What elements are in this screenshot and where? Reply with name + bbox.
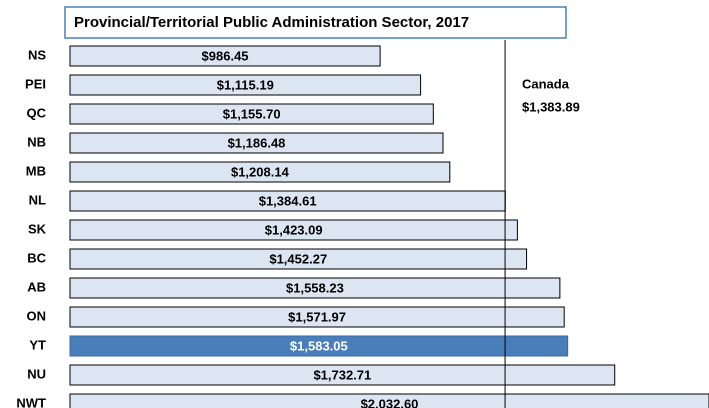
value-label: $1,115.19 [217,77,274,92]
value-label: $1,384.61 [259,193,317,208]
bar [69,306,565,328]
value-label: $1,558.23 [286,280,344,295]
value-label: $1,423.09 [265,222,323,237]
bar [69,45,381,67]
value-label: $1,571.97 [288,309,346,324]
value-label: $2,032.60 [361,396,419,408]
bar [69,219,518,241]
y-tick-label: PEI [25,76,46,91]
y-tick-label: SK [28,221,47,236]
value-label: $1,208.14 [231,164,290,179]
reference-value: $1,383.89 [522,99,580,114]
value-label: $1,186.48 [228,135,286,150]
value-label: $1,732.71 [313,367,371,382]
y-tick-label: NL [29,192,46,207]
chart-title: Provincial/Territorial Public Administra… [74,14,469,31]
y-tick-label: NWT [16,395,46,408]
bar [69,335,569,357]
bar [69,364,616,386]
value-label: $1,155.70 [223,106,281,121]
value-label: $1,583.05 [290,338,348,353]
y-tick-label: YT [29,337,46,352]
y-tick-label: MB [26,163,46,178]
bar [69,74,422,96]
value-label: $986.45 [202,48,249,63]
y-tick-label: AB [27,279,46,294]
y-tick-label: NU [27,366,46,381]
value-label: $1,452.27 [269,251,327,266]
bar [69,393,709,408]
bar [69,132,444,154]
bar [69,248,528,270]
bar [69,103,434,125]
y-tick-label: NB [27,134,46,149]
y-tick-label: NS [28,47,46,62]
title-box [64,6,567,39]
bar [69,161,451,183]
reference-label: Canada [522,76,570,91]
y-tick-label: QC [27,105,47,120]
y-tick-label: BC [27,250,46,265]
y-tick-label: ON [27,308,47,323]
bar [69,277,561,299]
